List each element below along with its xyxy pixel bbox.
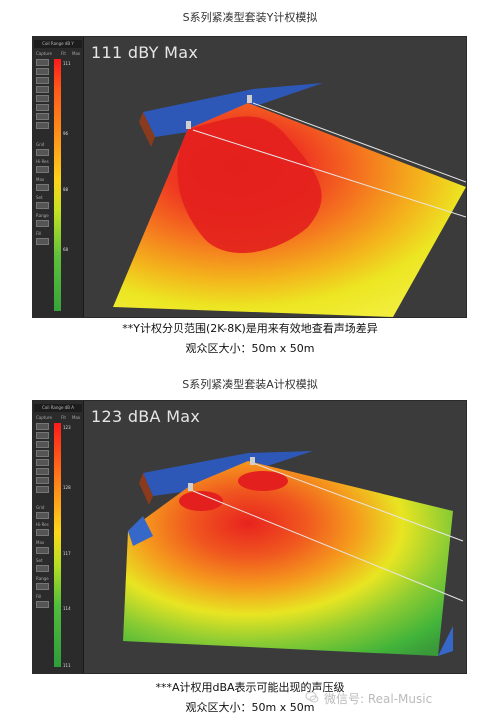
- max-level-readout-y: 111 dBY Max: [91, 43, 199, 62]
- section-title-a: S系列紧凑型套装A计权模拟: [182, 378, 318, 391]
- hires-label: Hi-Res: [36, 522, 49, 527]
- speaker-right: [247, 95, 252, 103]
- spl-core: [177, 116, 322, 254]
- stage-edge: [139, 112, 155, 147]
- capture-button-5[interactable]: [36, 459, 49, 466]
- wechat-icon: [305, 691, 319, 703]
- range-button[interactable]: [36, 583, 49, 590]
- capture-button-7[interactable]: [36, 477, 49, 484]
- watermark-text: 微信号: Real-Music: [324, 692, 433, 706]
- capture-button-2[interactable]: [36, 432, 49, 439]
- set-label: Set: [36, 195, 43, 200]
- capture-button-6[interactable]: [36, 104, 49, 111]
- hires-label: Hi-Res: [36, 159, 49, 164]
- speaker-left: [186, 121, 191, 129]
- scale-tick: 88: [63, 187, 69, 192]
- max-label: Max: [36, 540, 45, 545]
- caption-y-2: 观众区大小：50m x 50m: [185, 342, 315, 355]
- grid-toggle[interactable]: [36, 149, 49, 156]
- capture-button-2[interactable]: [36, 68, 49, 75]
- hires-toggle[interactable]: [36, 529, 49, 536]
- grid-label: Grid: [36, 505, 45, 510]
- speaker-left: [188, 483, 193, 491]
- control-max: Max: [72, 415, 81, 420]
- simulation-panel-a: Coil Range dB A Capture Flt Max Grid Hi-…: [32, 400, 467, 674]
- capture-button-5[interactable]: [36, 95, 49, 102]
- spl-lobe-left: [179, 491, 223, 511]
- control-flt: Flt: [61, 415, 66, 420]
- aisle-line: [192, 129, 466, 218]
- max-toggle[interactable]: [36, 184, 49, 191]
- caption-y-1: **Y计权分贝范围(2K-8K)是用来有效地查看声场差异: [122, 322, 378, 335]
- fill-label: Fill: [36, 594, 42, 599]
- max-level-readout-a: 123 dBA Max: [91, 407, 201, 426]
- scale-tick: 111: [63, 663, 71, 668]
- sidebar-header-a: Coil Range dB A: [34, 404, 82, 412]
- max-toggle[interactable]: [36, 547, 49, 554]
- aisle-line: [252, 462, 464, 542]
- range-button[interactable]: [36, 220, 49, 227]
- heatmap-y: [113, 83, 466, 317]
- heatmap-a: [123, 451, 464, 656]
- sidebar-y: Coil Range dB Y Capture Flt Max Grid Hi-…: [33, 37, 84, 317]
- set-label: Set: [36, 558, 43, 563]
- control-max: Max: [72, 51, 81, 56]
- sidebar-a: Coil Range dB A Capture Flt Max Grid Hi-…: [33, 401, 84, 673]
- stage-edge: [139, 473, 153, 505]
- capture-button-4[interactable]: [36, 450, 49, 457]
- aisle-line: [192, 490, 464, 602]
- scale-tick: 114: [63, 606, 71, 611]
- scale-tick: 111: [63, 61, 71, 66]
- set-button[interactable]: [36, 202, 49, 209]
- control-flt: Flt: [61, 51, 66, 56]
- fill-toggle[interactable]: [36, 601, 49, 608]
- capture-button-6[interactable]: [36, 468, 49, 475]
- capture-button-8[interactable]: [36, 486, 49, 493]
- simulation-panel-y: Coil Range dB Y Capture Flt Max Grid Hi-…: [32, 36, 467, 318]
- capture-button-1[interactable]: [36, 59, 49, 66]
- aisle-line: [252, 102, 466, 183]
- fill-label: Fill: [36, 231, 42, 236]
- fill-toggle[interactable]: [36, 238, 49, 245]
- grid-label: Grid: [36, 142, 45, 147]
- low-spl-zone: [438, 626, 453, 656]
- capture-label: Capture: [36, 51, 52, 56]
- capture-button-1[interactable]: [36, 423, 49, 430]
- scale-tick: 96: [63, 131, 69, 136]
- scale-tick: 117: [63, 551, 71, 556]
- set-button[interactable]: [36, 565, 49, 572]
- capture-button-8[interactable]: [36, 122, 49, 129]
- low-spl-zone: [128, 516, 153, 546]
- scale-tick: 128: [63, 485, 71, 490]
- hires-toggle[interactable]: [36, 166, 49, 173]
- speaker-right: [250, 457, 255, 465]
- grid-toggle[interactable]: [36, 512, 49, 519]
- capture-button-3[interactable]: [36, 77, 49, 84]
- scale-tick: 123: [63, 425, 71, 430]
- scale-tick: 68: [63, 247, 69, 252]
- level-scale-bar-a: [54, 423, 61, 667]
- sidebar-header-y: Coil Range dB Y: [34, 40, 82, 48]
- range-label: Range: [36, 576, 49, 581]
- capture-button-7[interactable]: [36, 113, 49, 120]
- level-scale-bar-y: [54, 59, 61, 311]
- capture-button-3[interactable]: [36, 441, 49, 448]
- max-label: Max: [36, 177, 45, 182]
- capture-button-4[interactable]: [36, 86, 49, 93]
- caption-a-2: 观众区大小：50m x 50m: [185, 701, 315, 714]
- section-title-y: S系列紧凑型套装Y计权模拟: [182, 11, 318, 24]
- range-label: Range: [36, 213, 49, 218]
- capture-label: Capture: [36, 415, 52, 420]
- spl-lobe-right: [238, 471, 288, 491]
- caption-a-1: ***A计权用dBA表示可能出现的声压级: [155, 681, 345, 694]
